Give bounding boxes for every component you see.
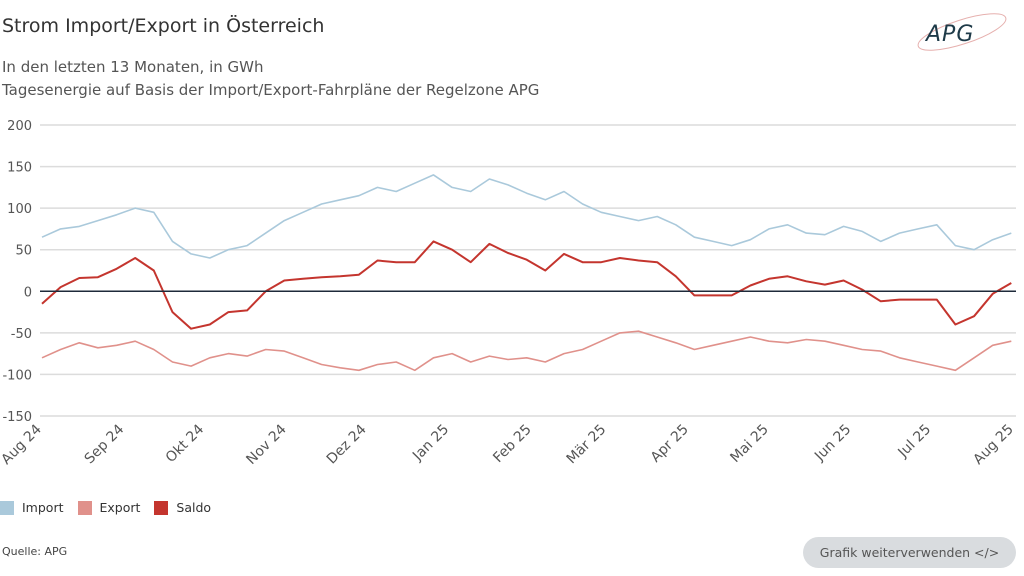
y-tick-label: 0 [24, 285, 32, 300]
legend-item-saldo[interactable]: Saldo [154, 500, 211, 515]
y-tick-label: -50 [11, 327, 32, 342]
legend-label: Saldo [176, 500, 212, 515]
legend-item-export[interactable]: Export [77, 500, 141, 515]
subtitle-description: Tagesenergie auf Basis der Import/Export… [2, 81, 540, 99]
page-title: Strom Import/Export in Österreich [2, 15, 325, 37]
y-tick-label: -150 [2, 410, 32, 425]
x-tick-label: Okt 24 [163, 421, 208, 466]
series-line-saldo [41, 240, 1012, 330]
y-tick-label: -100 [2, 368, 32, 383]
chart: -150 -100 -50 0 50 100 150 200 Aug 24 Sep 24 Okt 2… [0, 119, 1017, 468]
legend: Import Export Saldo [0, 500, 211, 515]
svg-text:APG: APG [924, 22, 974, 47]
subtitle: In den letzten 13 Monaten, in GWh [2, 58, 264, 76]
y-tick-label: 100 [7, 202, 32, 217]
y-tick-label: 150 [7, 161, 32, 176]
x-tick-label: Dez 24 [324, 421, 370, 467]
x-tick-label: Jan 25 [409, 422, 452, 465]
series-line-import [41, 174, 1012, 259]
x-tick-label: Aug 25 [970, 422, 1016, 468]
reuse-graphic-button[interactable]: Grafik weiterverwenden </> [803, 537, 1016, 568]
x-tick-label: Jun 25 [811, 422, 854, 465]
x-tick-label: Nov 24 [243, 421, 289, 467]
apg-logo: APG [917, 13, 1007, 51]
x-tick-label: Aug 24 [0, 421, 45, 467]
x-tick-label: Mai 25 [727, 422, 771, 466]
y-tick-label: 200 [7, 119, 32, 134]
x-tick-label: Mär 25 [564, 422, 610, 468]
x-tick-label: Jul 25 [895, 422, 935, 462]
x-tick-label: Sep 24 [82, 421, 128, 467]
x-tick-label: Feb 25 [490, 422, 535, 467]
legend-label: Export [99, 500, 141, 515]
legend-item-import[interactable]: Import [0, 500, 64, 515]
x-tick-label: Apr 25 [648, 422, 692, 466]
source-note: Quelle: APG [2, 545, 68, 558]
legend-label: Import [22, 500, 64, 515]
y-tick-label: 50 [15, 244, 32, 259]
series-line-export [41, 330, 1012, 372]
